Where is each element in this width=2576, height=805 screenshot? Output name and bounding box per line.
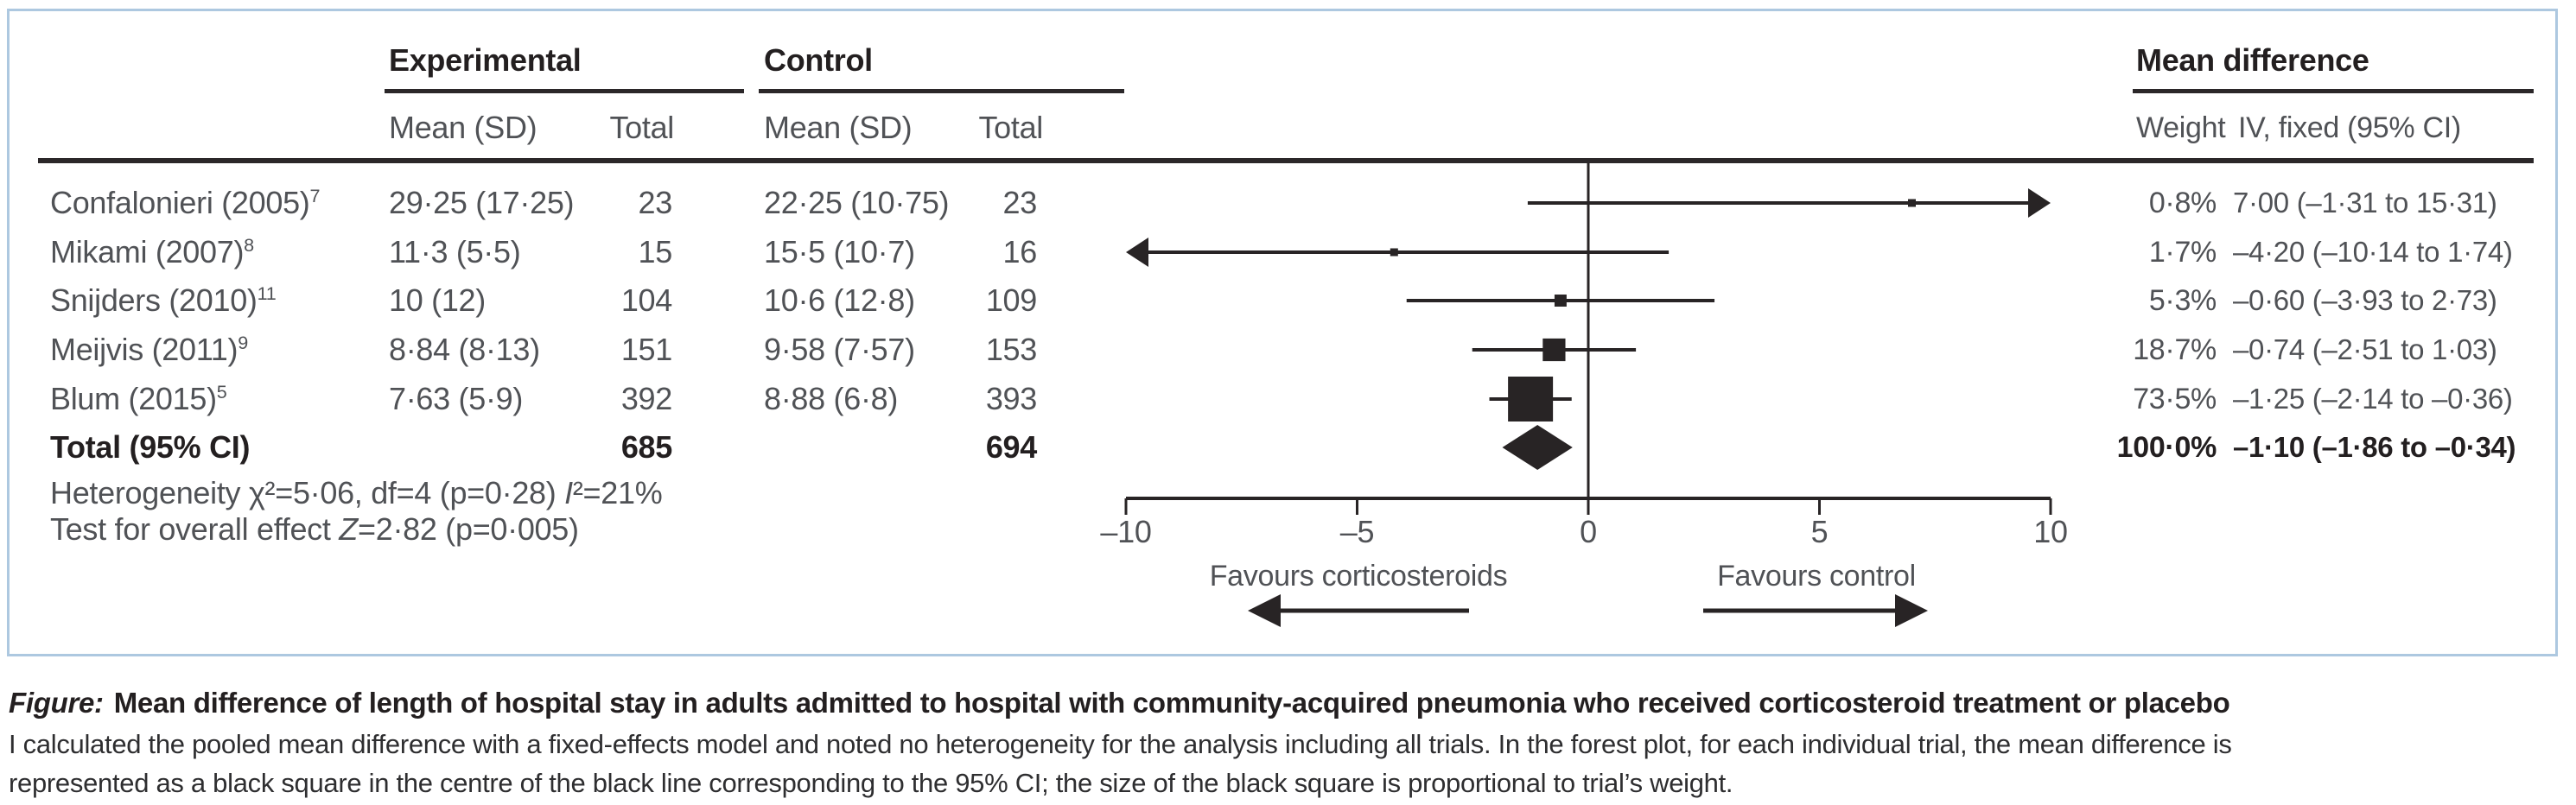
col-group-experimental: Experimental bbox=[389, 42, 582, 78]
axis-tick-label: –5 bbox=[1339, 514, 1375, 549]
ci-text-cell: –0·74 (–2·51 to 1·03) bbox=[2233, 333, 2497, 365]
ctrl-total-cell: 16 bbox=[1002, 234, 1038, 269]
weight-cell: 73·5% bbox=[2133, 383, 2217, 415]
caption-body-line-1: I calculated the pooled mean difference … bbox=[9, 729, 2232, 759]
ci-text-cell: –4·20 (–10·14 to 1·74) bbox=[2233, 236, 2513, 268]
ctrl-mean-sd-cell: 22·25 (10·75) bbox=[764, 185, 950, 220]
weight-cell: 0·8% bbox=[2148, 187, 2217, 219]
weight-header: Weight bbox=[2136, 111, 2226, 144]
study-label: Meijvis (2011)9 bbox=[50, 332, 248, 367]
study-ref-superscript: 11 bbox=[257, 282, 277, 304]
total-exp-n: 685 bbox=[620, 429, 672, 465]
study-label: Blum (2015)5 bbox=[50, 381, 227, 416]
favours-left-label: Favours corticosteroids bbox=[1209, 560, 1508, 593]
ctrl-total-cell: 23 bbox=[1002, 185, 1038, 220]
exp-total-cell: 104 bbox=[620, 282, 672, 318]
effect-square bbox=[1908, 199, 1916, 207]
ctrl-mean-sd-cell: 8·88 (6·8) bbox=[764, 381, 899, 416]
control-header-rule bbox=[759, 89, 1124, 93]
exp-mean-sd-cell: 8·84 (8·13) bbox=[389, 332, 540, 367]
effect-square bbox=[1390, 248, 1398, 257]
ctrl-total-cell: 393 bbox=[985, 381, 1037, 416]
exp-mean-sd-cell: 11·3 (5·5) bbox=[389, 234, 521, 269]
weight-cell: 1·7% bbox=[2148, 236, 2217, 269]
total-weight: 100·0% bbox=[2116, 431, 2217, 464]
favours-right-arrow-head bbox=[1895, 594, 1928, 627]
exp-mean-sd-cell: 29·25 (17·25) bbox=[389, 185, 575, 220]
figure-panel bbox=[7, 9, 2558, 656]
ci-text-cell: –1·25 (–2·14 to –0·36) bbox=[2233, 383, 2513, 415]
study-label: Confalonieri (2005)7 bbox=[50, 185, 321, 220]
pooled-diamond bbox=[1502, 425, 1573, 470]
caption-figure-label: Figure: bbox=[9, 687, 104, 719]
heterogeneity-stat: Heterogeneity χ²=5·06, df=4 (p=0·28) I²=… bbox=[50, 475, 663, 510]
exp-mean-sd-header: Mean (SD) bbox=[389, 110, 537, 145]
caption-title: Mean difference of length of hospital st… bbox=[113, 687, 2230, 719]
axis-tick-label: 5 bbox=[1810, 514, 1829, 549]
exp-mean-sd-cell: 7·63 (5·9) bbox=[389, 381, 524, 416]
effect-square bbox=[1542, 338, 1566, 362]
axis-tick-label: –10 bbox=[1100, 514, 1152, 549]
mean-difference-header-rule bbox=[2133, 89, 2534, 93]
col-group-mean-difference: Mean difference bbox=[2136, 42, 2369, 78]
study-ref-superscript: 8 bbox=[244, 234, 254, 256]
weight-cell: 5·3% bbox=[2148, 284, 2217, 317]
exp-total-header: Total bbox=[609, 110, 674, 145]
weight-cell: 18·7% bbox=[2133, 333, 2217, 366]
study-ref-superscript: 5 bbox=[216, 381, 227, 402]
experimental-header-rule bbox=[385, 89, 744, 93]
effect-square bbox=[1554, 295, 1567, 307]
caption-title-line: Figure: Mean difference of length of hosp… bbox=[9, 684, 2230, 722]
axis-tick-label: 0 bbox=[1580, 514, 1597, 549]
axis-tick-label: 10 bbox=[2033, 514, 2068, 549]
exp-total-cell: 392 bbox=[620, 381, 672, 416]
ctrl-mean-sd-cell: 10·6 (12·8) bbox=[764, 282, 915, 318]
study-ref-superscript: 9 bbox=[238, 332, 248, 353]
study-label: Snijders (2010)11 bbox=[50, 282, 277, 318]
exp-total-cell: 151 bbox=[620, 332, 672, 367]
iv-fixed-header: IV, fixed (95% CI) bbox=[2238, 111, 2461, 144]
ctrl-mean-sd-header: Mean (SD) bbox=[764, 110, 913, 145]
favours-right-label: Favours control bbox=[1717, 560, 1916, 593]
ci-text-cell: –0·60 (–3·93 to 2·73) bbox=[2233, 284, 2497, 316]
study-ref-superscript: 7 bbox=[309, 185, 321, 206]
total-row-label: Total (95% CI) bbox=[50, 429, 251, 465]
total-ci-text: –1·10 (–1·86 to –0·34) bbox=[2233, 431, 2516, 463]
favours-left-arrow-head bbox=[1248, 594, 1281, 627]
study-label: Mikami (2007)8 bbox=[50, 234, 254, 269]
exp-total-cell: 15 bbox=[638, 234, 673, 269]
overall-effect-stat: Test for overall effect Z=2·82 (p=0·005) bbox=[50, 511, 579, 547]
col-group-control: Control bbox=[764, 42, 873, 78]
ctrl-total-header: Total bbox=[978, 110, 1043, 145]
effect-square bbox=[1508, 377, 1554, 422]
exp-total-cell: 23 bbox=[638, 185, 673, 220]
ci-clip-arrow-right bbox=[2028, 188, 2051, 218]
ci-clip-arrow-left bbox=[1126, 238, 1148, 267]
caption-body-line-2: represented as a black square in the cen… bbox=[9, 768, 1733, 798]
ctrl-mean-sd-cell: 9·58 (7·57) bbox=[764, 332, 915, 367]
total-ctrl-n: 694 bbox=[985, 429, 1037, 465]
exp-mean-sd-cell: 10 (12) bbox=[389, 282, 486, 318]
ci-text-cell: 7·00 (–1·31 to 15·31) bbox=[2233, 187, 2497, 219]
ctrl-mean-sd-cell: 15·5 (10·7) bbox=[764, 234, 915, 269]
table-header-rule bbox=[38, 158, 2534, 163]
ctrl-total-cell: 153 bbox=[985, 332, 1037, 367]
ctrl-total-cell: 109 bbox=[985, 282, 1037, 318]
